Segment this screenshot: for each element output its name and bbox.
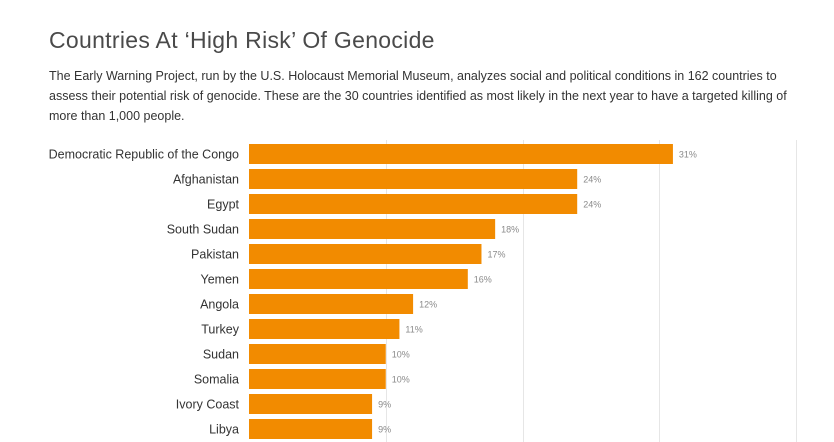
value-label: 9% [378,425,391,435]
value-label: 18% [501,225,519,235]
bar [249,194,578,214]
bar [249,319,400,339]
category-label: South Sudan [167,223,239,237]
value-label: 9% [378,400,391,410]
bar [249,419,373,439]
category-label: Democratic Republic of the Congo [49,148,239,162]
value-label: 24% [583,175,601,185]
bar [249,169,578,189]
bar [249,244,482,264]
bar [249,269,468,289]
bar [249,144,673,164]
labels: Democratic Republic of the Congo 31% Afgha… [49,148,697,437]
chart-title: Countries At ‘High Risk’ Of Genocide [49,27,435,53]
category-label: Pakistan [191,248,239,262]
category-label: Afghanistan [173,173,239,187]
value-label: 10% [392,375,410,385]
value-label: 17% [487,250,505,260]
value-label: 16% [474,275,492,285]
gridlines [386,140,797,442]
bar [249,369,386,389]
value-label: 24% [583,200,601,210]
category-label: Somalia [194,373,239,387]
category-label: Sudan [203,348,239,362]
value-label: 10% [392,350,410,360]
value-label: 12% [419,300,437,310]
bars [249,144,673,439]
bar [249,344,386,364]
bar [249,219,496,239]
category-label: Angola [200,298,239,312]
category-label: Ivory Coast [176,398,240,412]
chart-subtitle: The Early Warning Project, run by the U.… [49,69,787,123]
category-label: Turkey [201,323,239,337]
bar [249,394,373,414]
category-label: Libya [209,423,239,437]
category-label: Egypt [207,198,239,212]
bar [249,294,414,314]
category-label: Yemen [201,273,240,287]
value-label: 11% [405,325,422,335]
value-label: 31% [679,150,697,160]
